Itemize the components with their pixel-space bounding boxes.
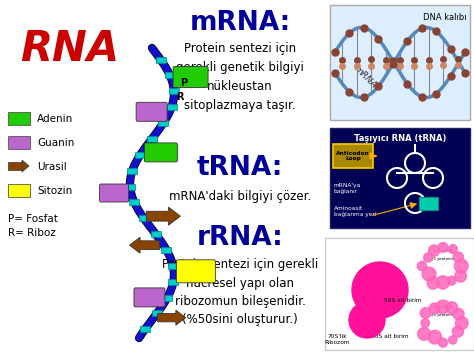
FancyBboxPatch shape bbox=[8, 184, 30, 197]
Text: Protein sentezi için gerekli
hücresel yapı olan
ribozomun bileşenidir.
(%50sini : Protein sentezi için gerekli hücresel ya… bbox=[162, 258, 318, 327]
FancyBboxPatch shape bbox=[325, 238, 474, 350]
FancyBboxPatch shape bbox=[134, 288, 165, 307]
Text: 21 proteins: 21 proteins bbox=[431, 313, 455, 317]
FancyBboxPatch shape bbox=[168, 279, 178, 285]
Text: Urasil: Urasil bbox=[37, 162, 67, 171]
FancyBboxPatch shape bbox=[128, 168, 137, 174]
Circle shape bbox=[352, 262, 408, 318]
Polygon shape bbox=[146, 207, 181, 225]
FancyBboxPatch shape bbox=[139, 215, 149, 221]
Text: mRNA'ya
bağlanır: mRNA'ya bağlanır bbox=[334, 183, 361, 195]
FancyBboxPatch shape bbox=[330, 5, 470, 120]
Text: R: R bbox=[176, 92, 183, 102]
Circle shape bbox=[448, 336, 457, 344]
FancyBboxPatch shape bbox=[8, 136, 30, 149]
FancyBboxPatch shape bbox=[165, 72, 175, 78]
Text: Taşıyıcı RNA (tRNA): Taşıyıcı RNA (tRNA) bbox=[354, 134, 446, 143]
Polygon shape bbox=[22, 160, 29, 172]
Text: 31 proteins: 31 proteins bbox=[431, 257, 455, 261]
Text: Sitozin: Sitozin bbox=[37, 186, 72, 196]
FancyBboxPatch shape bbox=[333, 144, 373, 168]
Text: Glu: Glu bbox=[423, 201, 435, 206]
Text: RNA: RNA bbox=[20, 28, 119, 70]
FancyBboxPatch shape bbox=[125, 184, 135, 190]
Circle shape bbox=[453, 308, 464, 320]
FancyBboxPatch shape bbox=[162, 247, 172, 253]
Circle shape bbox=[418, 327, 430, 340]
FancyBboxPatch shape bbox=[8, 162, 22, 170]
Circle shape bbox=[455, 259, 468, 273]
Text: P= Fosfat: P= Fosfat bbox=[8, 214, 58, 224]
FancyBboxPatch shape bbox=[136, 102, 167, 121]
Circle shape bbox=[424, 253, 433, 262]
Text: Adenin: Adenin bbox=[37, 114, 73, 124]
Text: tRNA:: tRNA: bbox=[197, 155, 283, 181]
FancyBboxPatch shape bbox=[8, 112, 30, 125]
FancyBboxPatch shape bbox=[166, 104, 176, 110]
FancyBboxPatch shape bbox=[147, 136, 157, 142]
Circle shape bbox=[448, 245, 457, 253]
Polygon shape bbox=[129, 237, 160, 253]
FancyBboxPatch shape bbox=[158, 120, 168, 126]
FancyBboxPatch shape bbox=[169, 88, 179, 94]
Circle shape bbox=[438, 242, 448, 252]
FancyBboxPatch shape bbox=[135, 152, 146, 158]
Text: Anticodon
Loop: Anticodon Loop bbox=[336, 151, 370, 162]
FancyBboxPatch shape bbox=[330, 128, 470, 228]
FancyBboxPatch shape bbox=[140, 326, 150, 332]
Text: DNA kalıbı: DNA kalıbı bbox=[423, 13, 467, 22]
Circle shape bbox=[428, 245, 440, 256]
Circle shape bbox=[422, 267, 436, 281]
Text: P: P bbox=[180, 78, 187, 88]
Circle shape bbox=[349, 302, 385, 338]
Text: 50S alt birim: 50S alt birim bbox=[384, 298, 422, 303]
FancyBboxPatch shape bbox=[145, 143, 177, 162]
FancyBboxPatch shape bbox=[152, 310, 162, 316]
Circle shape bbox=[438, 338, 447, 347]
Text: Aminoasit
bağlanma yeri: Aminoasit bağlanma yeri bbox=[334, 206, 376, 217]
Text: 70S'lik
Ribozom: 70S'lik Ribozom bbox=[324, 334, 350, 345]
Circle shape bbox=[429, 303, 440, 314]
Text: R= Riboz: R= Riboz bbox=[8, 228, 56, 238]
Circle shape bbox=[418, 261, 427, 271]
Circle shape bbox=[452, 326, 464, 337]
Polygon shape bbox=[158, 310, 186, 325]
Text: mRNA: mRNA bbox=[352, 64, 378, 90]
Text: rRNA:: rRNA: bbox=[197, 225, 283, 251]
Circle shape bbox=[446, 302, 458, 314]
FancyBboxPatch shape bbox=[129, 200, 139, 206]
FancyBboxPatch shape bbox=[176, 260, 215, 283]
Circle shape bbox=[456, 317, 468, 329]
FancyBboxPatch shape bbox=[419, 197, 438, 209]
Circle shape bbox=[436, 300, 450, 313]
FancyBboxPatch shape bbox=[155, 56, 165, 62]
Circle shape bbox=[421, 319, 429, 327]
FancyBboxPatch shape bbox=[100, 184, 128, 202]
Circle shape bbox=[420, 308, 431, 318]
Text: 23S rRNA: 23S rRNA bbox=[433, 249, 453, 253]
Text: 30S alt birim: 30S alt birim bbox=[371, 334, 409, 339]
Circle shape bbox=[427, 277, 439, 289]
FancyBboxPatch shape bbox=[173, 66, 208, 87]
Circle shape bbox=[455, 271, 466, 282]
Circle shape bbox=[428, 331, 442, 344]
FancyBboxPatch shape bbox=[168, 263, 178, 269]
Circle shape bbox=[453, 252, 464, 262]
Text: mRNA:: mRNA: bbox=[190, 10, 291, 36]
FancyBboxPatch shape bbox=[151, 231, 161, 237]
Text: Guanin: Guanin bbox=[37, 137, 74, 147]
Circle shape bbox=[447, 276, 456, 285]
Text: Protein sentezi için
gerekli genetik bilgiyi
nükleustan
sitoplazmaya taşır.: Protein sentezi için gerekli genetik bil… bbox=[176, 42, 304, 112]
Text: mRNA'daki bilgiyi çözer.: mRNA'daki bilgiyi çözer. bbox=[169, 190, 311, 203]
FancyBboxPatch shape bbox=[163, 295, 173, 301]
Circle shape bbox=[437, 276, 450, 289]
Text: 16S rRNA: 16S rRNA bbox=[433, 305, 453, 309]
